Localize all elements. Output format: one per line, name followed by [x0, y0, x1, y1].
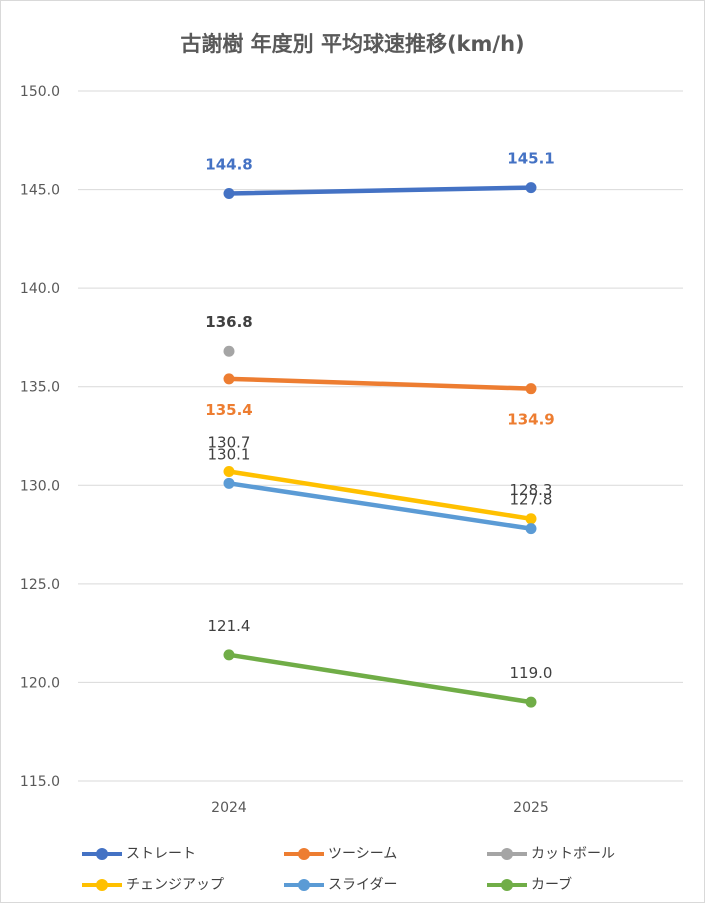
- legend-swatch: [82, 846, 122, 860]
- data-label: 127.8: [510, 491, 553, 509]
- data-label: 135.4: [205, 401, 252, 419]
- data-point: [223, 465, 235, 477]
- legend: ストレート ツーシーム カットボールチェンジアップ スライダー カーブ: [0, 838, 705, 898]
- legend-swatch: [487, 846, 527, 860]
- data-point: [525, 696, 537, 708]
- data-label: 144.8: [205, 156, 252, 174]
- data-label: 134.9: [507, 411, 554, 429]
- data-point: [223, 345, 235, 357]
- data-point: [223, 477, 235, 489]
- legend-marker: [298, 848, 310, 860]
- legend-marker: [501, 848, 513, 860]
- series-line-5: [226, 652, 534, 705]
- y-tick-label: 125.0: [20, 577, 60, 593]
- legend-item: ストレート: [82, 843, 196, 863]
- data-point: [525, 182, 537, 194]
- data-point: [223, 188, 235, 200]
- y-tick-label: 135.0: [20, 380, 60, 396]
- chart-title: 古謝樹 年度別 平均球速推移(km/h): [180, 32, 525, 56]
- data-label: 119.0: [510, 664, 553, 682]
- legend-marker: [298, 879, 310, 891]
- y-tick-label: 120.0: [20, 675, 60, 691]
- legend-item: チェンジアップ: [82, 874, 224, 894]
- legend-marker: [96, 879, 108, 891]
- x-tick-label: 2024: [211, 800, 247, 816]
- legend-label: チェンジアップ: [126, 877, 224, 893]
- legend-item: カーブ: [487, 874, 572, 894]
- y-tick-label: 145.0: [20, 183, 60, 199]
- data-point: [223, 373, 235, 385]
- legend-label: スライダー: [328, 877, 398, 893]
- data-label: 130.7: [208, 433, 251, 451]
- y-tick-label: 115.0: [20, 774, 60, 790]
- data-point: [525, 513, 537, 525]
- series-line-3: [226, 469, 534, 522]
- legend-swatch: [284, 877, 324, 891]
- data-point: [525, 383, 537, 395]
- y-tick-label: 150.0: [20, 84, 60, 100]
- data-label: 145.1: [507, 150, 554, 168]
- y-tick-label: 130.0: [20, 478, 60, 494]
- series-line-1: [226, 376, 534, 391]
- legend-marker: [501, 879, 513, 891]
- x-tick-label: 2025: [513, 800, 549, 816]
- data-label: 136.8: [205, 313, 252, 331]
- legend-swatch: [82, 877, 122, 891]
- data-label: 128.3: [510, 481, 553, 499]
- legend-item: ツーシーム: [284, 843, 397, 863]
- data-point: [223, 649, 235, 661]
- series-line-0: [226, 185, 534, 196]
- legend-label: カーブ: [531, 877, 573, 893]
- legend-item: カットボール: [487, 843, 615, 863]
- legend-label: ストレート: [126, 846, 196, 862]
- data-label: 121.4: [208, 617, 251, 635]
- series-line-4: [226, 481, 534, 531]
- y-tick-label: 140.0: [20, 281, 60, 297]
- data-point: [525, 523, 537, 535]
- legend-label: カットボール: [531, 846, 615, 862]
- data-label: 130.1: [208, 445, 251, 463]
- legend-item: スライダー: [284, 874, 397, 894]
- legend-swatch: [487, 877, 527, 891]
- legend-swatch: [284, 846, 324, 860]
- legend-label: ツーシーム: [328, 846, 398, 862]
- legend-marker: [96, 848, 108, 860]
